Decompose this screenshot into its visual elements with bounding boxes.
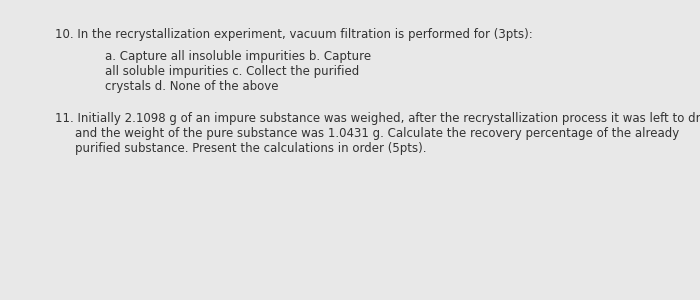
Text: 11. Initially 2.1098 g of an impure substance was weighed, after the recrystalli: 11. Initially 2.1098 g of an impure subs…: [55, 112, 700, 125]
Text: and the weight of the pure substance was 1.0431 g. Calculate the recovery percen: and the weight of the pure substance was…: [75, 127, 679, 140]
Text: purified substance. Present the calculations in order (5pts).: purified substance. Present the calculat…: [75, 142, 426, 155]
Text: 10. In the recrystallization experiment, vacuum filtration is performed for (3pt: 10. In the recrystallization experiment,…: [55, 28, 533, 41]
Text: a. Capture all insoluble impurities b. Capture: a. Capture all insoluble impurities b. C…: [105, 50, 371, 63]
Text: crystals d. None of the above: crystals d. None of the above: [105, 80, 279, 93]
Text: all soluble impurities c. Collect the purified: all soluble impurities c. Collect the pu…: [105, 65, 359, 78]
